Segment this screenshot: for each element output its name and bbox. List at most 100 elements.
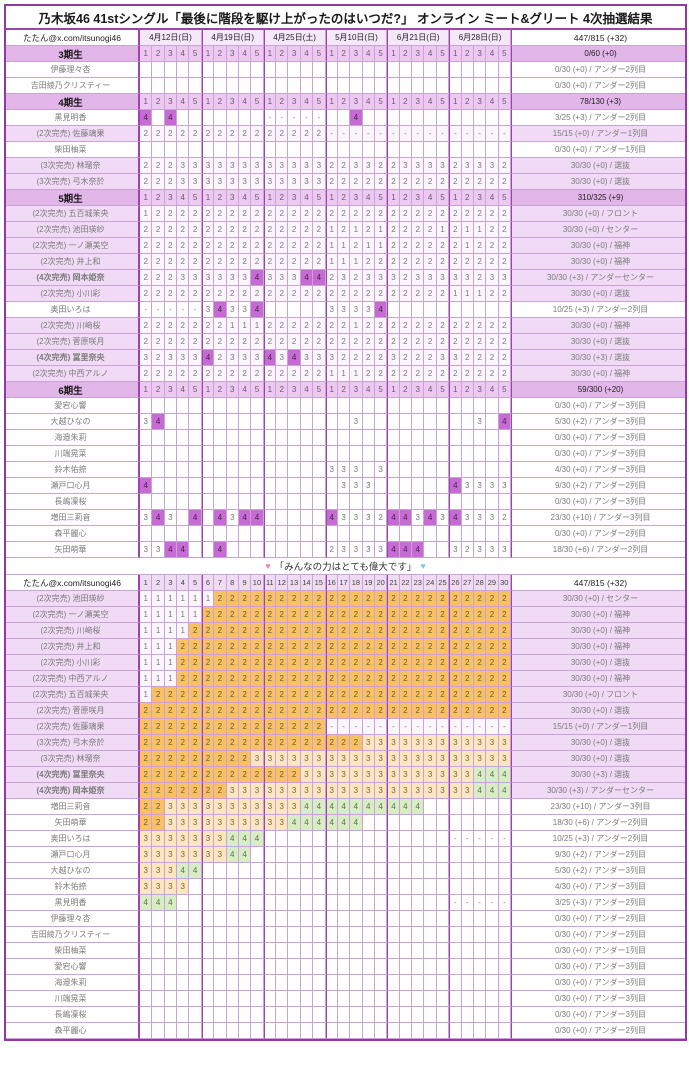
slot-cell: 3 (313, 751, 326, 767)
slot-cell: 2 (486, 350, 499, 366)
slot-cell (288, 847, 301, 863)
slot-number-cell: 5 (436, 190, 450, 206)
column-number-cell: 14 (300, 575, 314, 591)
slot-cell (251, 975, 264, 991)
slot-cell: 2 (177, 735, 190, 751)
slot-cell: 3 (486, 510, 499, 526)
slot-cell: 2 (226, 254, 239, 270)
slot-cell (189, 991, 202, 1007)
slot-cell: 2 (263, 687, 277, 703)
slot-cell (461, 302, 474, 318)
slot-cell: 3 (337, 783, 351, 799)
member-name: (2次完売) 池田瑛紗 (6, 222, 140, 238)
slot-number-cell: 2 (152, 94, 165, 110)
slot-cell (498, 462, 511, 478)
slot-cell: 1 (337, 238, 351, 254)
slot-cell: 2 (374, 591, 388, 607)
slot-cell: 1 (325, 238, 338, 254)
slot-cell (461, 927, 474, 943)
slot-cell: 4 (164, 110, 178, 126)
slot-cell (300, 1023, 314, 1039)
slot-cell: 2 (473, 318, 487, 334)
slot-number-cell: 3 (226, 382, 239, 398)
result-cell: 0/30 (+0) / アンダー3列目 (511, 975, 685, 991)
slot-cell: 3 (325, 350, 338, 366)
slot-cell (276, 510, 289, 526)
slot-cell (288, 446, 301, 462)
section-label: 6期生 (6, 382, 140, 398)
slot-cell: - (325, 719, 338, 735)
slot-cell (424, 142, 437, 158)
slot-cell: 1 (152, 591, 165, 607)
slot-cell (424, 1007, 437, 1023)
column-number-cell: 9 (238, 575, 252, 591)
slot-number-cell: 3 (164, 46, 178, 62)
slot-cell (226, 542, 239, 558)
slot-number-cell: 3 (226, 94, 239, 110)
slot-cell: 3 (189, 158, 202, 174)
member-row: 奥田いろは - - - - -3 4 3 3 4 3 3 3 3 4 10/25 (+3) / アンダー2列目 (6, 302, 685, 318)
member-row: 海邉朱莉 0/30 (+0) / アンダー3列目 (6, 975, 685, 991)
slot-cell (300, 991, 314, 1007)
slot-cell: 3 (424, 735, 437, 751)
slot-cell (214, 62, 227, 78)
slot-cell (412, 975, 425, 991)
slot-cell: 2 (412, 174, 425, 190)
slot-cell (300, 510, 314, 526)
result-cell: 30/30 (+0) / センター (511, 591, 685, 607)
slot-cell: 2 (436, 286, 450, 302)
slot-cell: 2 (362, 591, 375, 607)
slot-cell (238, 78, 252, 94)
slot-cell (498, 799, 511, 815)
slot-cell: 2 (461, 591, 474, 607)
slot-number-cell: 3 (288, 190, 301, 206)
member-name: 愛宕心響 (6, 398, 140, 414)
slot-cell: 1 (152, 671, 165, 687)
slot-cell (473, 991, 487, 1007)
slot-cell (238, 975, 252, 991)
slot-cell (201, 991, 215, 1007)
slot-cell: 2 (140, 751, 153, 767)
slot-cell: 2 (288, 366, 301, 382)
slot-cell: 2 (399, 623, 413, 639)
slot-cell (362, 62, 375, 78)
slot-cell: 2 (449, 687, 462, 703)
slot-cell: 2 (461, 318, 474, 334)
slot-cell: 3 (412, 735, 425, 751)
slot-cell: 2 (201, 655, 215, 671)
slot-number-cell: 2 (337, 94, 351, 110)
slot-cell (164, 398, 178, 414)
slot-cell (399, 959, 413, 975)
slot-cell (152, 430, 165, 446)
slot-cell (177, 398, 190, 414)
slot-number-cell: 5 (313, 46, 326, 62)
slot-cell: 2 (300, 655, 314, 671)
member-name: 大越ひなの (6, 414, 140, 430)
slot-cell (238, 526, 252, 542)
slot-cell: 3 (152, 847, 165, 863)
slot-cell (350, 911, 363, 927)
slot-cell (214, 526, 227, 542)
slot-cell (486, 799, 499, 815)
slot-number-cell: 3 (350, 382, 363, 398)
slot-cell: 2 (362, 206, 375, 222)
slot-cell: 2 (486, 334, 499, 350)
slot-cell (399, 863, 413, 879)
slot-cell: - (461, 126, 474, 142)
slot-number-cell: 4 (177, 190, 190, 206)
slot-cell: 2 (251, 623, 264, 639)
slot-cell: 3 (263, 799, 277, 815)
slot-cell: 2 (473, 655, 487, 671)
slot-cell: 2 (337, 158, 351, 174)
slot-cell (201, 542, 215, 558)
slot-cell: 2 (424, 238, 437, 254)
slot-cell (412, 927, 425, 943)
slot-cell (276, 991, 289, 1007)
slot-cell: 2 (399, 671, 413, 687)
slot-cell: 2 (251, 334, 264, 350)
slot-cell (350, 1023, 363, 1039)
member-row: 黒見明香 4 4 4- - - - -3/25 (+3) / アンダー2列目 (6, 895, 685, 911)
slot-cell: 2 (189, 318, 202, 334)
slot-cell: 4 (412, 542, 425, 558)
slot-cell (337, 895, 351, 911)
